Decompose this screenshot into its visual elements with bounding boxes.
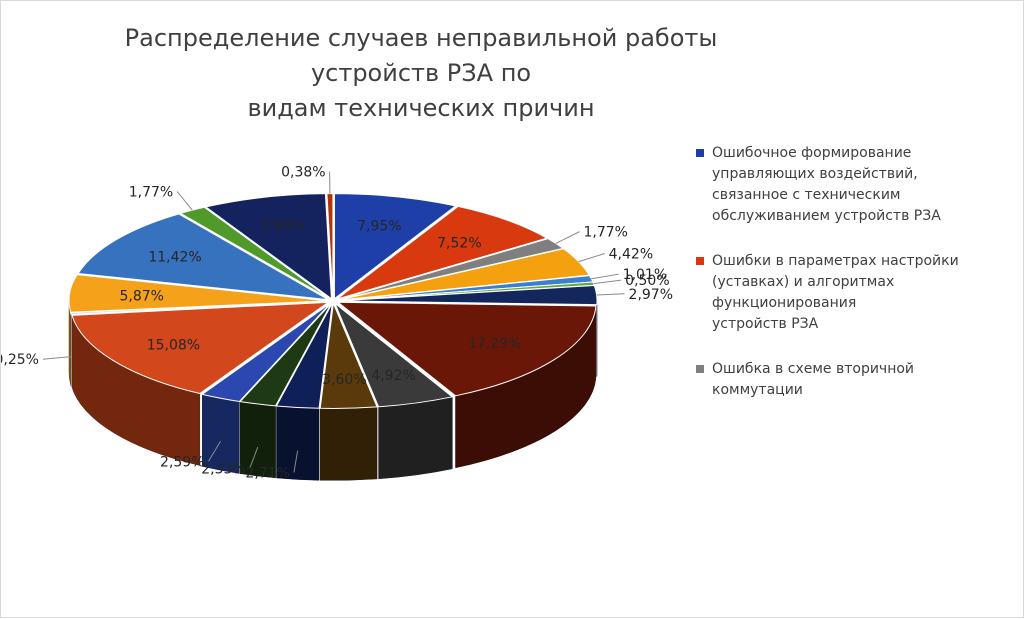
pie-leader-line bbox=[43, 357, 71, 360]
pie-data-label: 3,60% bbox=[322, 372, 366, 388]
pie-data-label: 7,52% bbox=[437, 235, 481, 251]
pie-leader-line bbox=[597, 294, 625, 295]
pie-leader-line bbox=[591, 274, 618, 279]
legend-item-text: Ошибка в схеме вторичной bbox=[712, 359, 996, 380]
pie-data-label: 2,33% bbox=[201, 461, 245, 477]
pie-leader-line bbox=[177, 192, 192, 211]
pie-data-label: 0,38% bbox=[281, 165, 325, 181]
pie-data-label: 2,59% bbox=[160, 454, 204, 470]
legend-swatch bbox=[696, 365, 704, 373]
legend-item-text: коммутации bbox=[712, 380, 996, 401]
pie-leader-line bbox=[579, 254, 605, 262]
pie-data-label: 7,89% bbox=[260, 219, 304, 235]
pie-data-label: 0,25% bbox=[1, 352, 39, 368]
legend-item-text: функционирования bbox=[712, 293, 996, 314]
legend-item-text: Ошибочное формирование bbox=[712, 143, 996, 164]
pie-data-label: 1,77% bbox=[129, 185, 173, 201]
pie-data-label: 5,87% bbox=[119, 288, 163, 304]
legend-swatch bbox=[696, 257, 704, 265]
pie-slice-side bbox=[379, 397, 453, 479]
legend-item-text: устройств РЗА bbox=[712, 314, 996, 335]
pie-data-label: 11,42% bbox=[148, 250, 201, 266]
legend-item-text: управляющих воздействий, bbox=[712, 164, 996, 185]
pie-data-label: 2,97% bbox=[629, 287, 673, 303]
pie-data-label: 2,71% bbox=[245, 465, 289, 481]
pie-slice-side bbox=[320, 407, 377, 481]
pie-data-label: 1,77% bbox=[584, 225, 628, 241]
pie-leader-line bbox=[594, 280, 622, 284]
legend-item-text: связанное с техническим bbox=[712, 185, 996, 206]
pie-leader-line bbox=[556, 232, 580, 244]
legend-item-text: обслуживанием устройств РЗА bbox=[712, 206, 996, 227]
legend-swatch bbox=[696, 149, 704, 157]
legend-item-text: (уставках) и алгоритмах bbox=[712, 272, 996, 293]
pie-data-label: 4,42% bbox=[609, 247, 653, 263]
pie-data-label: 17,29% bbox=[468, 336, 521, 352]
pie-data-label: 7,95% bbox=[357, 218, 401, 234]
pie-data-label: 15,08% bbox=[147, 337, 200, 353]
legend-item: Ошибки в параметрах настройки(уставках) … bbox=[696, 251, 996, 335]
pie-data-label: 4,92% bbox=[371, 368, 415, 384]
legend-item-text: Ошибки в параметрах настройки bbox=[712, 251, 996, 272]
